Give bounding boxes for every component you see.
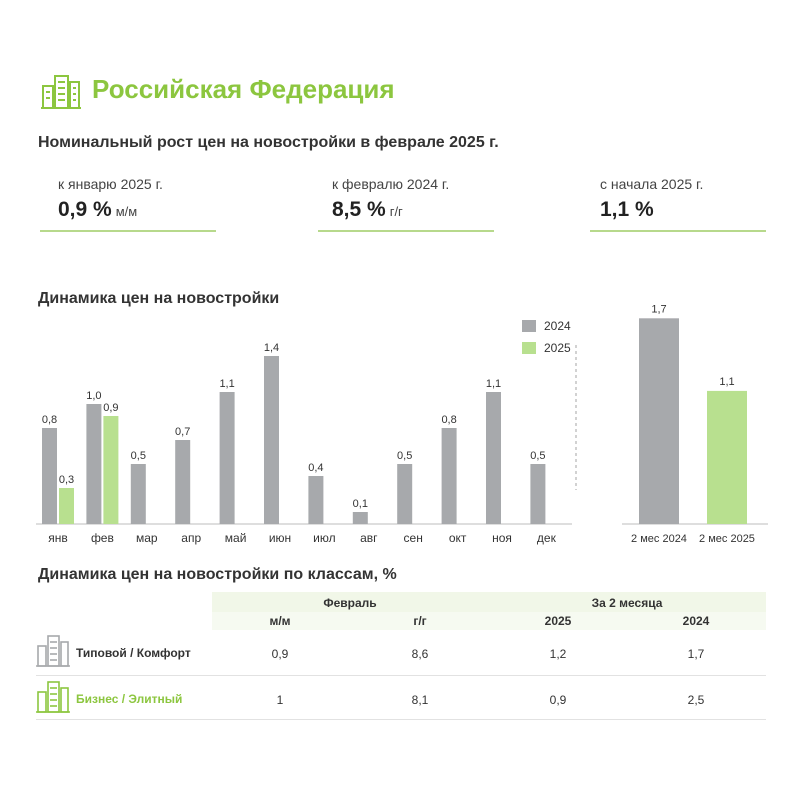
bar-2 мес 2025 — [707, 390, 747, 524]
bar-2 мес 2024 — [639, 318, 679, 524]
legend-label-2025: 2025 — [544, 341, 571, 355]
kpi-label-mom: к январю 2025 г. — [58, 176, 163, 192]
x-tick-label-ноя: ноя — [492, 531, 512, 545]
group-header-feb: Февраль — [323, 596, 377, 610]
bar-2024-окт — [441, 428, 457, 524]
chart-title: Динамика цен на новостройки — [38, 290, 280, 307]
bar-2024-сен — [397, 464, 413, 524]
kpi-divider — [590, 230, 766, 232]
x-tick-label-авг: авг — [360, 531, 378, 545]
data-label-2025-янв: 0,3 — [59, 474, 74, 486]
cell-business-yoy: 8,1 — [411, 693, 429, 707]
row-divider — [36, 719, 766, 720]
business-class-icon — [36, 681, 70, 713]
data-label-2024-сен: 0,5 — [397, 450, 412, 462]
chart-legend: 2024 2025 — [522, 319, 571, 355]
comfort-class-icon — [36, 635, 70, 667]
data-label-2025-фев: 0,9 — [103, 402, 118, 414]
bar-2024-май — [219, 392, 235, 524]
data-label-2024-июн: 1,4 — [264, 342, 279, 354]
x-tick-label-фев: фев — [91, 531, 114, 545]
x-tick-label-дек: дек — [537, 531, 557, 545]
cell-business-mom: 1 — [276, 693, 284, 707]
data-label-2024-май: 1,1 — [219, 378, 234, 390]
bar-2024-апр — [175, 440, 191, 524]
price-dynamics-chart: 0,8 0,3 янв 1,00,9 фев 0,5 мар 0,7 апр 1,1 май 1,4 и… — [36, 303, 768, 545]
table-column-header-row — [212, 612, 766, 630]
col-header-2025: 2025 — [544, 614, 572, 628]
kpi-label-ytd: с начала 2025 г. — [600, 176, 704, 192]
row-divider — [36, 675, 766, 676]
bar-2024-фев — [86, 404, 102, 524]
bar-2024-дек — [530, 464, 546, 524]
data-label-2024-окт: 0,8 — [441, 414, 456, 426]
col-header-2024: 2024 — [682, 614, 710, 628]
row-label-business: Бизнес / Элитный — [76, 692, 183, 706]
x-tick-label-июн: июн — [269, 531, 291, 545]
data-label-2024-дек: 0,5 — [530, 450, 545, 462]
monthly-bar-chart: 0,8 0,3 янв 1,00,9 фев 0,5 мар 0,7 апр 1,1 май 1,4 и… — [36, 342, 572, 545]
kpi-value-mom: 0,9 % м/м — [58, 198, 138, 221]
data-label-2024-июл: 0,4 — [308, 462, 323, 474]
data-label-2 мес 2025: 1,1 — [719, 376, 734, 388]
bar-2024-июл — [308, 476, 324, 524]
region-title: Российская Федерация — [92, 74, 395, 104]
legend-swatch-2024 — [522, 320, 536, 332]
bar-2024-мар — [130, 464, 146, 524]
cell-business-2025: 0,9 — [549, 693, 567, 707]
legend-swatch-2025 — [522, 342, 536, 354]
x-tick-label-2 мес 2025: 2 мес 2025 — [699, 533, 755, 545]
x-tick-label-май: май — [225, 531, 247, 545]
bar-2025-янв — [59, 488, 74, 524]
x-tick-label-сен: сен — [404, 531, 423, 545]
x-tick-label-янв: янв — [48, 531, 68, 545]
two-month-bar-chart: 1,7 2 мес 2024 1,1 2 мес 2025 — [622, 303, 768, 545]
x-tick-label-мар: мар — [136, 531, 158, 545]
bar-2025-фев — [103, 416, 119, 524]
data-label-2024-апр: 0,7 — [175, 426, 190, 438]
cell-comfort-2025: 1,2 — [549, 647, 567, 661]
bar-2024-янв — [42, 428, 57, 524]
kpi-value-ytd: 1,1 % — [600, 198, 654, 221]
cell-comfort-2024: 1,7 — [687, 647, 705, 661]
row-label-comfort: Типовой / Комфорт — [76, 646, 191, 660]
data-label-2024-ноя: 1,1 — [486, 378, 501, 390]
x-tick-label-июл: июл — [313, 531, 335, 545]
kpi-value-yoy: 8,5 % г/г — [332, 198, 403, 221]
table-title: Динамика цен на новостройки по классам, … — [38, 566, 397, 583]
kpi-divider — [318, 230, 494, 232]
col-header-mom: м/м — [269, 614, 291, 628]
data-label-2024-янв: 0,8 — [42, 414, 57, 426]
data-label-2 мес 2024: 1,7 — [651, 303, 666, 315]
bar-2024-авг — [352, 512, 368, 524]
cell-comfort-mom: 0,9 — [271, 647, 289, 661]
legend-label-2024: 2024 — [544, 319, 571, 333]
x-tick-label-2 мес 2024: 2 мес 2024 — [631, 533, 687, 545]
bar-2024-июн — [264, 356, 279, 524]
data-label-2024-фев: 1,0 — [86, 390, 101, 402]
x-tick-label-окт: окт — [449, 531, 467, 545]
kpi-divider — [40, 230, 216, 232]
bar-2024-ноя — [486, 392, 501, 524]
data-label-2024-авг: 0,1 — [353, 498, 368, 510]
buildings-icon — [41, 75, 81, 109]
x-tick-label-апр: апр — [181, 531, 201, 545]
kpi-label-yoy: к февралю 2024 г. — [332, 176, 450, 192]
cell-business-2024: 2,5 — [687, 693, 705, 707]
page-subtitle: Номинальный рост цен на новостройки в фе… — [38, 134, 499, 151]
table-group-header-row — [212, 592, 766, 612]
group-header-2months: За 2 месяца — [591, 596, 663, 610]
data-label-2024-мар: 0,5 — [131, 450, 146, 462]
col-header-yoy: г/г — [413, 614, 427, 628]
cell-comfort-yoy: 8,6 — [411, 647, 429, 661]
